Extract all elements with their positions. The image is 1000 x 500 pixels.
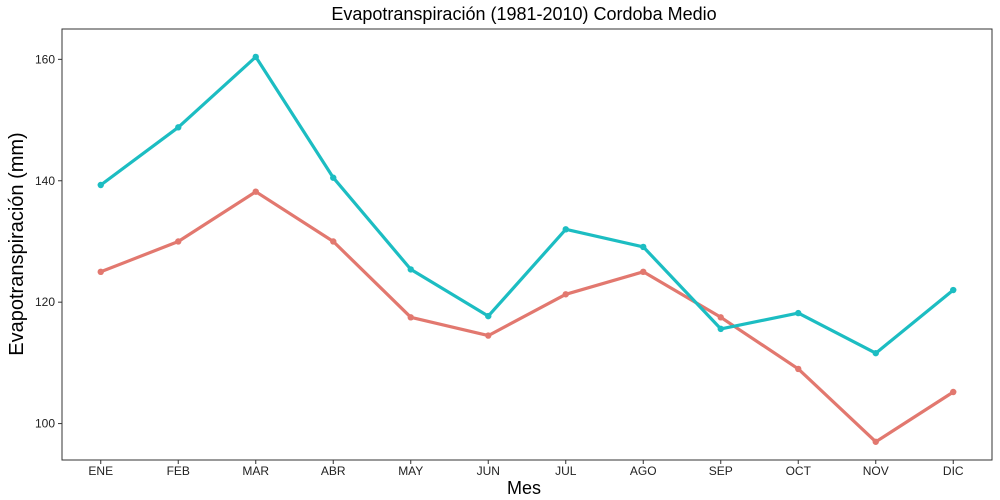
- x-axis-label: Mes: [507, 478, 541, 498]
- x-tick-label: OCT: [786, 464, 812, 478]
- y-axis-label: Evapotranspiración (mm): [6, 132, 28, 355]
- series-2-line: [99, 55, 955, 355]
- series-1-point: [717, 314, 724, 321]
- series-layer: [97, 53, 957, 445]
- x-tick-label: AGO: [630, 464, 657, 478]
- chart-title: Evapotranspiración (1981-2010) Cordoba M…: [331, 4, 716, 24]
- series-2-point: [717, 325, 724, 333]
- x-tick-label: ENE: [88, 464, 113, 478]
- series-1-point: [795, 365, 802, 373]
- x-tick-label: MAY: [398, 464, 423, 478]
- y-axis: 100 120 140 160: [35, 52, 62, 431]
- x-tick-label: DIC: [943, 464, 964, 478]
- series-2-point: [562, 226, 569, 233]
- series-1-point: [640, 268, 647, 276]
- series-2-point: [795, 309, 802, 317]
- series-2-point: [640, 243, 647, 251]
- series-2-point: [330, 174, 337, 181]
- series-1-point: [562, 291, 569, 298]
- x-tick-label: JUL: [555, 464, 577, 478]
- series-2-point: [97, 181, 104, 189]
- y-tick-label: 140: [35, 174, 55, 188]
- x-tick-label: JUN: [477, 464, 500, 478]
- series-2-point: [872, 349, 879, 357]
- series-2-point: [950, 286, 957, 294]
- series-1-point: [175, 238, 182, 245]
- x-tick-label: MAR: [242, 464, 269, 478]
- series-2-point: [407, 266, 414, 273]
- y-tick-label: 100: [35, 417, 55, 431]
- plot-border: [61, 28, 993, 461]
- x-tick-label: NOV: [863, 464, 889, 478]
- series-1-point: [407, 314, 414, 321]
- x-tick-label: SEP: [709, 464, 733, 478]
- y-tick-label: 160: [35, 52, 55, 66]
- x-axis: ENE FEB MAR ABR MAY JUN JUL AGO SEP OCT NOV DIC: [88, 460, 964, 478]
- series-2-point: [175, 124, 182, 131]
- series-1-line: [99, 190, 955, 444]
- series-1-point: [97, 268, 104, 276]
- series-1-point: [872, 438, 879, 445]
- series-2-point: [485, 312, 492, 320]
- x-tick-label: ABR: [321, 464, 346, 478]
- series-1-point: [252, 188, 259, 195]
- series-1-point: [485, 332, 492, 339]
- y-tick-label: 120: [35, 295, 55, 309]
- series-2-point: [252, 53, 259, 61]
- series-1-point: [330, 238, 337, 245]
- series-1-point: [950, 388, 957, 396]
- x-tick-label: FEB: [167, 464, 190, 478]
